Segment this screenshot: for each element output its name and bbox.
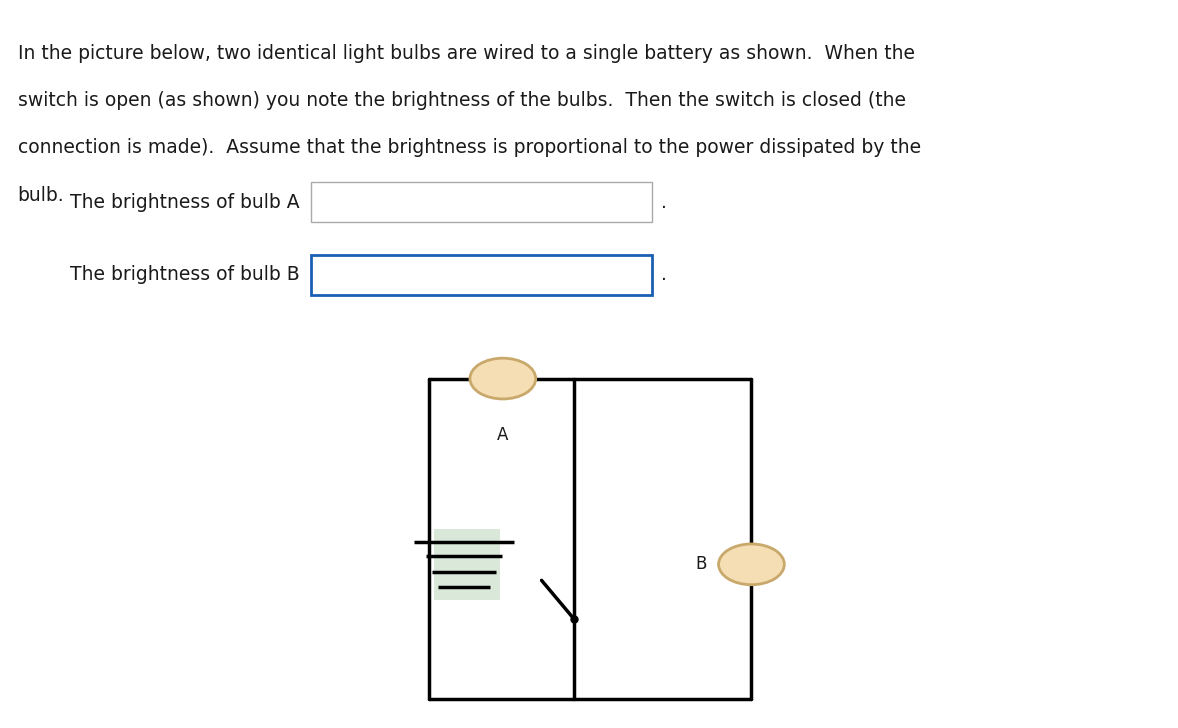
Circle shape — [470, 358, 536, 399]
Text: connection is made).  Assume that the brightness is proportional to the power di: connection is made). Assume that the bri… — [18, 138, 921, 157]
FancyBboxPatch shape — [311, 255, 651, 295]
Text: [ Select ]: [ Select ] — [323, 193, 398, 211]
Text: bulb.: bulb. — [18, 186, 65, 205]
Text: B: B — [695, 555, 707, 574]
Text: [ Select ]: [ Select ] — [323, 266, 398, 284]
FancyBboxPatch shape — [311, 182, 651, 222]
Text: A: A — [497, 426, 509, 444]
Circle shape — [719, 544, 785, 585]
Text: In the picture below, two identical light bulbs are wired to a single battery as: In the picture below, two identical ligh… — [18, 44, 914, 63]
Text: .: . — [661, 265, 667, 285]
Text: ∨: ∨ — [629, 195, 640, 209]
Text: The brightness of bulb A: The brightness of bulb A — [70, 192, 299, 212]
Text: The brightness of bulb B: The brightness of bulb B — [70, 265, 299, 285]
Text: ∨: ∨ — [629, 268, 640, 282]
FancyBboxPatch shape — [435, 529, 499, 600]
Text: switch is open (as shown) you note the brightness of the bulbs.  Then the switch: switch is open (as shown) you note the b… — [18, 91, 906, 110]
Text: .: . — [661, 192, 667, 212]
